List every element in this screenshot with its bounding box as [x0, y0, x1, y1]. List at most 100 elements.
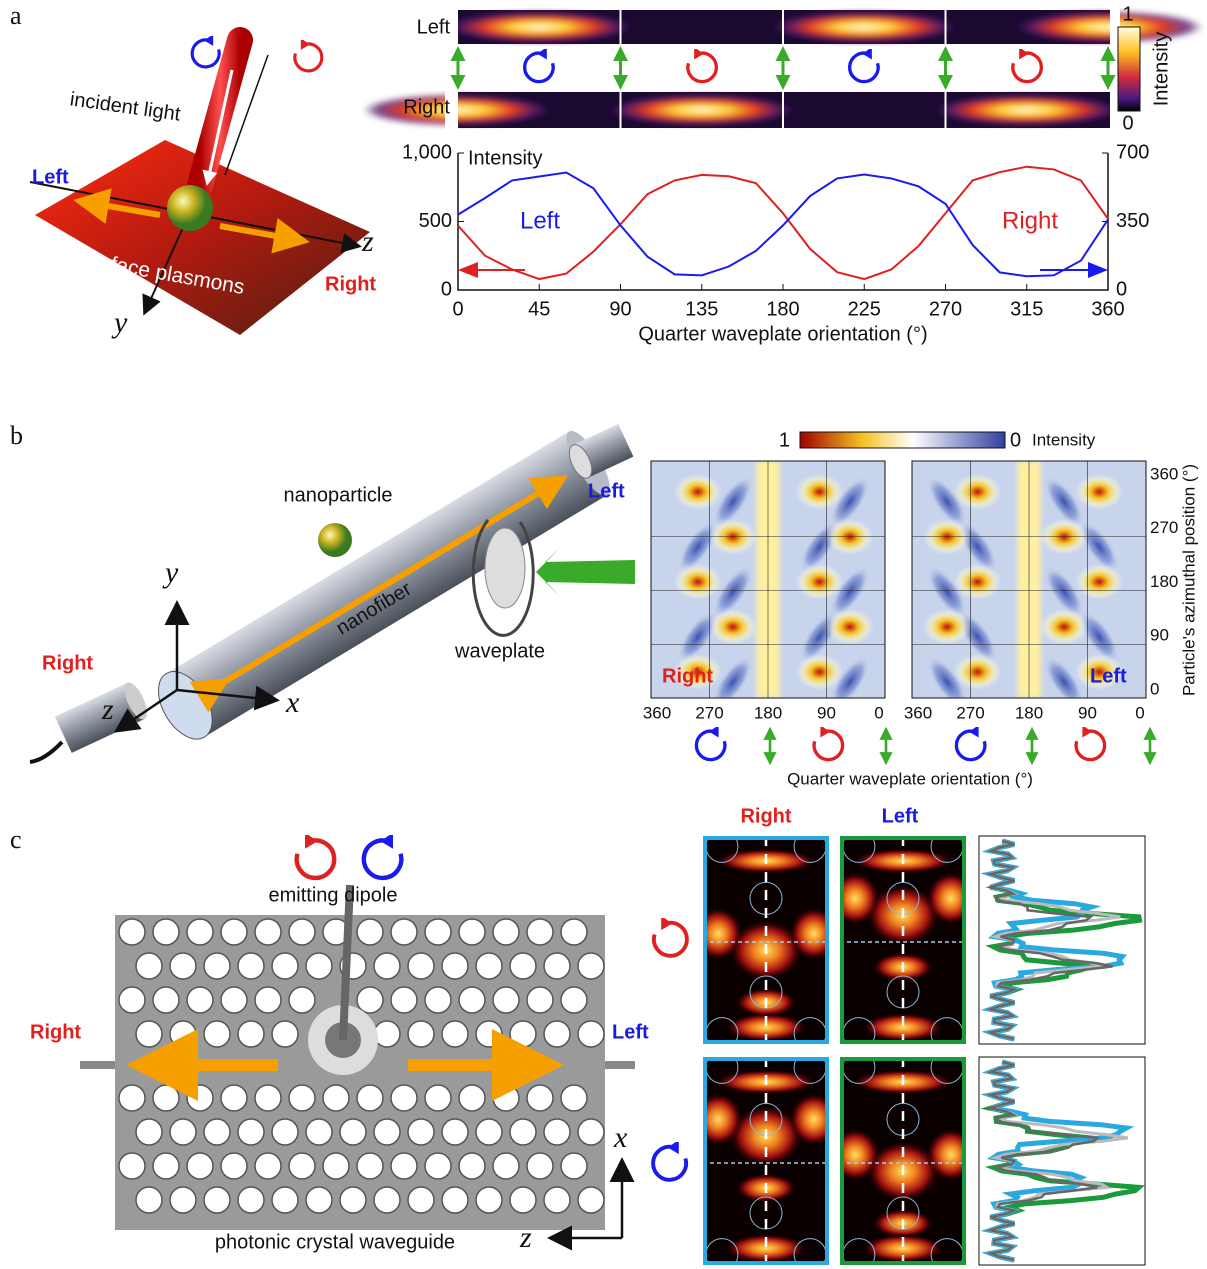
glow	[703, 907, 743, 960]
label: Right	[403, 96, 450, 118]
map-label: Left	[1090, 665, 1127, 687]
panel-label: c	[10, 825, 22, 854]
intensity-lobe	[444, 11, 635, 43]
frame	[840, 1057, 966, 1265]
glow	[926, 872, 966, 925]
line-chart: 0 45 90 135 180 225 270 315 36005001,0000350700Q…	[402, 141, 1149, 345]
hole	[271, 1020, 299, 1048]
hole	[339, 1186, 367, 1214]
x-axis-label: Quarter waveplate orientation (°)	[787, 769, 1033, 788]
hole	[288, 986, 316, 1014]
hole	[118, 1084, 146, 1112]
blob	[953, 473, 1002, 510]
y-tick-label: 500	[419, 210, 452, 232]
hole	[186, 1152, 214, 1180]
fiber	[158, 430, 610, 740]
column-label: Right	[740, 805, 791, 827]
blob	[713, 476, 753, 528]
hole	[305, 1118, 333, 1146]
hole	[492, 918, 520, 946]
frame	[650, 460, 886, 699]
x-tick-label: 0	[1135, 703, 1144, 722]
y-tick-label: 0	[441, 278, 452, 300]
x-tick-label: 90	[609, 298, 631, 320]
rect	[54, 682, 145, 753]
series-label: Right	[1002, 207, 1058, 234]
hole	[220, 918, 248, 946]
hole	[458, 986, 486, 1014]
field-map	[840, 1057, 966, 1265]
hole	[288, 1152, 316, 1180]
glow	[863, 1234, 943, 1263]
axis-label: z	[361, 225, 374, 258]
circular-arrow	[364, 833, 402, 878]
hole	[305, 1186, 333, 1214]
intensity-lobe	[769, 11, 960, 43]
hole	[186, 986, 214, 1014]
hole	[407, 952, 435, 980]
hole	[169, 1020, 197, 1048]
axis-label: y	[111, 306, 128, 339]
hole	[322, 1084, 350, 1112]
profile	[985, 1060, 1101, 1262]
waveplate	[484, 527, 526, 609]
hole	[475, 952, 503, 980]
hole	[577, 1186, 605, 1214]
axis-label: x	[613, 1121, 628, 1154]
x-tick-label: 360	[643, 703, 671, 722]
hole	[186, 1084, 214, 1112]
label: Right	[325, 273, 376, 295]
hole	[577, 1020, 605, 1048]
axis-label: z	[101, 693, 114, 726]
blob	[830, 566, 870, 618]
polarization-symbol	[694, 727, 727, 762]
hole	[152, 1084, 180, 1112]
hole	[152, 1152, 180, 1180]
circular-arrow	[651, 1142, 689, 1182]
label: photonic crystal waveguide	[215, 1231, 455, 1253]
heatmap	[651, 461, 885, 698]
hole	[458, 1152, 486, 1180]
hole	[577, 952, 605, 980]
label: nanoparticle	[284, 484, 393, 506]
polarization-symbol	[954, 727, 987, 762]
hole	[390, 918, 418, 946]
hole	[475, 1020, 503, 1048]
hole	[458, 1084, 486, 1112]
polarization-symbol	[848, 49, 880, 84]
hole	[118, 918, 146, 946]
x-axis-label: Quarter waveplate orientation (°)	[638, 323, 927, 345]
blob	[673, 563, 722, 600]
x-tick-label: 270	[929, 298, 962, 320]
hole	[441, 1118, 469, 1146]
hole	[118, 1152, 146, 1180]
particle	[167, 185, 213, 231]
hole	[543, 952, 571, 980]
hole	[560, 1152, 588, 1180]
blob	[927, 656, 967, 698]
series-line	[457, 165, 1109, 281]
hole	[203, 952, 231, 980]
hole	[509, 952, 537, 980]
hole	[220, 1152, 248, 1180]
hole	[237, 952, 265, 980]
hole	[152, 918, 180, 946]
hole	[135, 952, 163, 980]
label: Left	[588, 480, 625, 502]
field-maps	[703, 835, 1146, 1266]
hole	[373, 952, 401, 980]
arrow	[219, 218, 310, 254]
hole	[509, 1020, 537, 1048]
hole	[322, 1152, 350, 1180]
line	[113, 688, 178, 733]
blob	[795, 653, 844, 690]
hole	[526, 1152, 554, 1180]
colorbar-label: 1	[779, 429, 790, 451]
hole	[237, 1020, 265, 1048]
hole	[254, 1152, 282, 1180]
blob	[830, 656, 870, 698]
blob	[953, 653, 1002, 690]
glow	[703, 1093, 743, 1146]
field-map	[840, 836, 966, 1044]
series-label: Left	[520, 207, 560, 234]
